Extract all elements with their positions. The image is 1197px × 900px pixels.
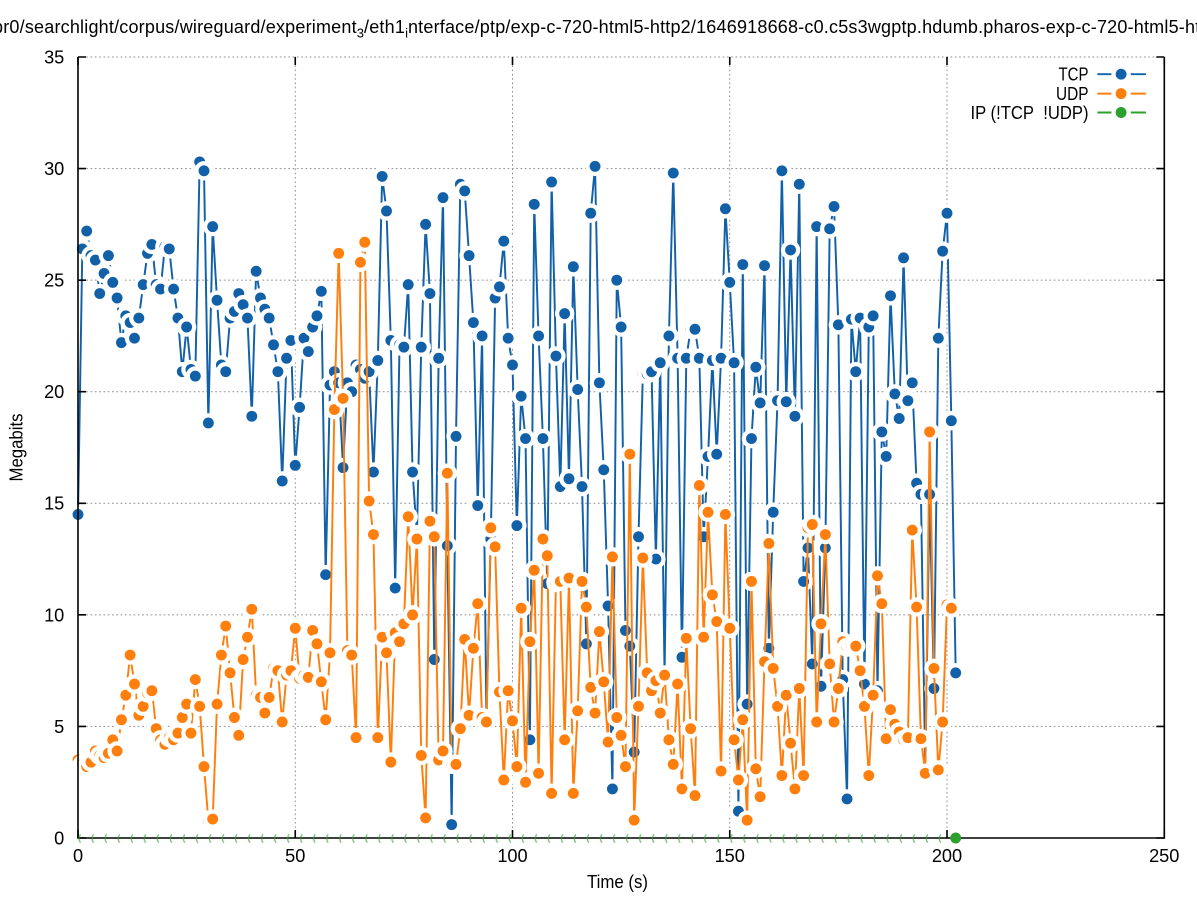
svg-text:100: 100 [497, 846, 527, 866]
svg-text:IP (!TCP !UDP): IP (!TCP !UDP) [971, 103, 1089, 123]
svg-text:TCP: TCP [1059, 65, 1089, 85]
svg-text:10: 10 [44, 605, 64, 625]
svg-text:UDP: UDP [1056, 84, 1089, 104]
svg-text:50: 50 [285, 846, 305, 866]
svg-text:0: 0 [54, 828, 64, 848]
svg-text:250: 250 [1149, 846, 1179, 866]
svg-text:150: 150 [715, 846, 745, 866]
svg-text:0: 0 [73, 846, 83, 866]
svg-text:35: 35 [44, 47, 64, 67]
svg-text:20: 20 [44, 382, 64, 402]
svg-text:Megabits: Megabits [7, 414, 27, 482]
svg-text:5: 5 [54, 717, 64, 737]
svg-text:30: 30 [44, 159, 64, 179]
svg-text:25: 25 [44, 271, 64, 291]
svg-text:200: 200 [932, 846, 962, 866]
svg-text:Time (s): Time (s) [587, 872, 648, 892]
svg-text:15: 15 [44, 494, 64, 514]
